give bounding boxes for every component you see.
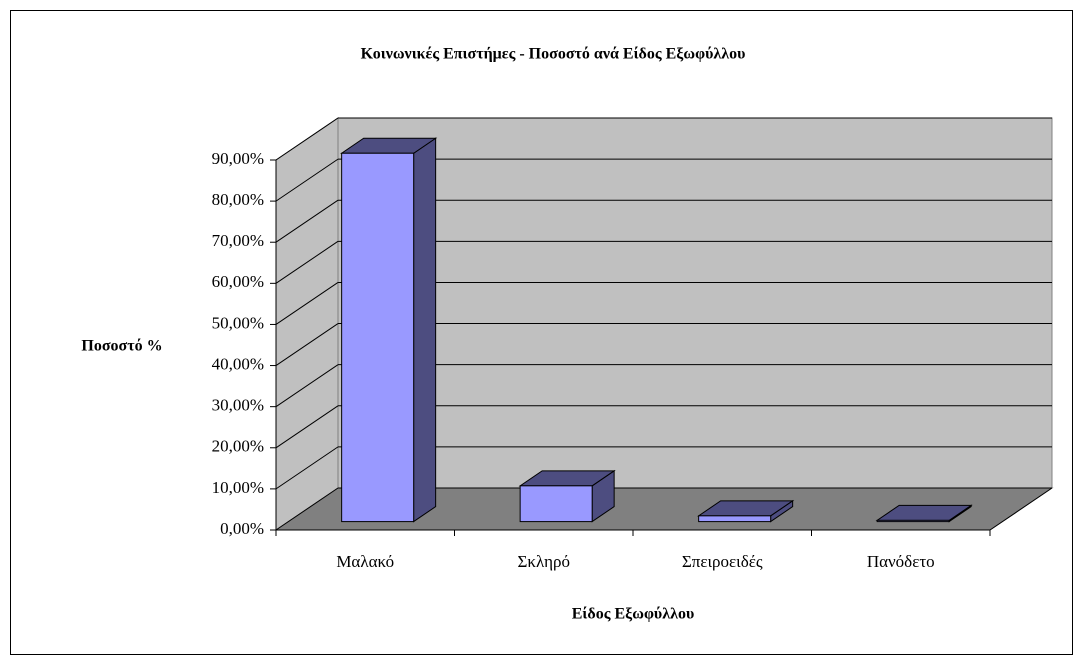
- grid-line: [275, 405, 339, 449]
- x-tick-label: Σπειροειδές: [682, 552, 763, 571]
- grid-line: [275, 446, 339, 490]
- grid-line: [275, 158, 339, 202]
- y-tick-label: 50,00%: [212, 313, 264, 332]
- y-tick-label: 30,00%: [212, 396, 264, 415]
- y-tick-label: 0,00%: [220, 519, 264, 538]
- y-tick-label: 70,00%: [212, 231, 264, 250]
- x-tick-label: Μαλακό: [336, 552, 394, 571]
- grid-line: [275, 364, 339, 408]
- y-tick-label: 10,00%: [212, 478, 264, 497]
- y-axis-label: Ποσοστό %: [81, 338, 162, 355]
- x-tick-label: Σκληρό: [518, 552, 570, 571]
- grid-line: [275, 117, 339, 161]
- grid-line: [275, 240, 339, 284]
- grid-line: [275, 282, 339, 325]
- bar: [876, 519, 950, 523]
- bar: [698, 515, 772, 523]
- chart-title: Κοινωνικές Επιστήμες - Ποσοστό ανά Είδος…: [361, 46, 746, 63]
- x-axis-depth: [989, 487, 1053, 531]
- y-tick-label: 90,00%: [212, 149, 264, 168]
- y-tick-label: 60,00%: [212, 272, 264, 291]
- y-tick-label: 40,00%: [212, 354, 264, 373]
- grid-line: [275, 487, 339, 531]
- bar: [519, 485, 593, 523]
- grid-line: [275, 199, 339, 243]
- y-tick-label: 80,00%: [212, 190, 264, 209]
- bar: [341, 152, 415, 523]
- x-axis-label: Είδος Εξωφύλλου: [572, 606, 695, 623]
- x-tick-label: Πανόδετο: [867, 552, 935, 571]
- y-tick-label: 20,00%: [212, 437, 264, 456]
- grid-line: [275, 323, 339, 366]
- back-wall: [337, 117, 1053, 489]
- bar-side: [413, 137, 437, 523]
